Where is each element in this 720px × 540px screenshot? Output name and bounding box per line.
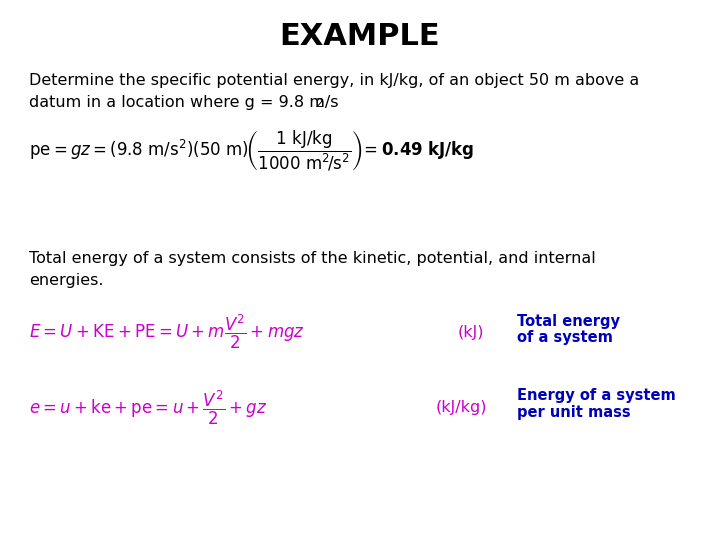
- Text: per unit mass: per unit mass: [517, 405, 631, 420]
- Text: $\mathrm{pe} = gz = (9.8\ \mathrm{m/s}^{2})(50\ \mathrm{m})\!\left(\dfrac{1\ \ma: $\mathrm{pe} = gz = (9.8\ \mathrm{m/s}^{…: [29, 129, 474, 173]
- Text: Total energy of a system consists of the kinetic, potential, and internal: Total energy of a system consists of the…: [29, 251, 595, 266]
- Text: Total energy: Total energy: [517, 314, 620, 329]
- Text: energies.: energies.: [29, 273, 103, 288]
- Text: (kJ): (kJ): [457, 325, 484, 340]
- Text: EXAMPLE: EXAMPLE: [279, 22, 441, 51]
- Text: $e = u + \mathrm{ke} + \mathrm{pe} = u + \dfrac{V^{2}}{2} + gz$: $e = u + \mathrm{ke} + \mathrm{pe} = u +…: [29, 389, 267, 427]
- Text: (kJ/kg): (kJ/kg): [436, 400, 487, 415]
- Text: of a system: of a system: [517, 330, 613, 345]
- Text: Energy of a system: Energy of a system: [517, 388, 675, 403]
- Text: $E = U + \mathrm{KE} + \mathrm{PE} = U + m\dfrac{V^{2}}{2} + mgz$: $E = U + \mathrm{KE} + \mathrm{PE} = U +…: [29, 313, 305, 351]
- Text: 2: 2: [315, 97, 323, 110]
- Text: Determine the specific potential energy, in kJ/kg, of an object 50 m above a: Determine the specific potential energy,…: [29, 73, 639, 88]
- Text: datum in a location where g = 9.8 m/s: datum in a location where g = 9.8 m/s: [29, 94, 338, 110]
